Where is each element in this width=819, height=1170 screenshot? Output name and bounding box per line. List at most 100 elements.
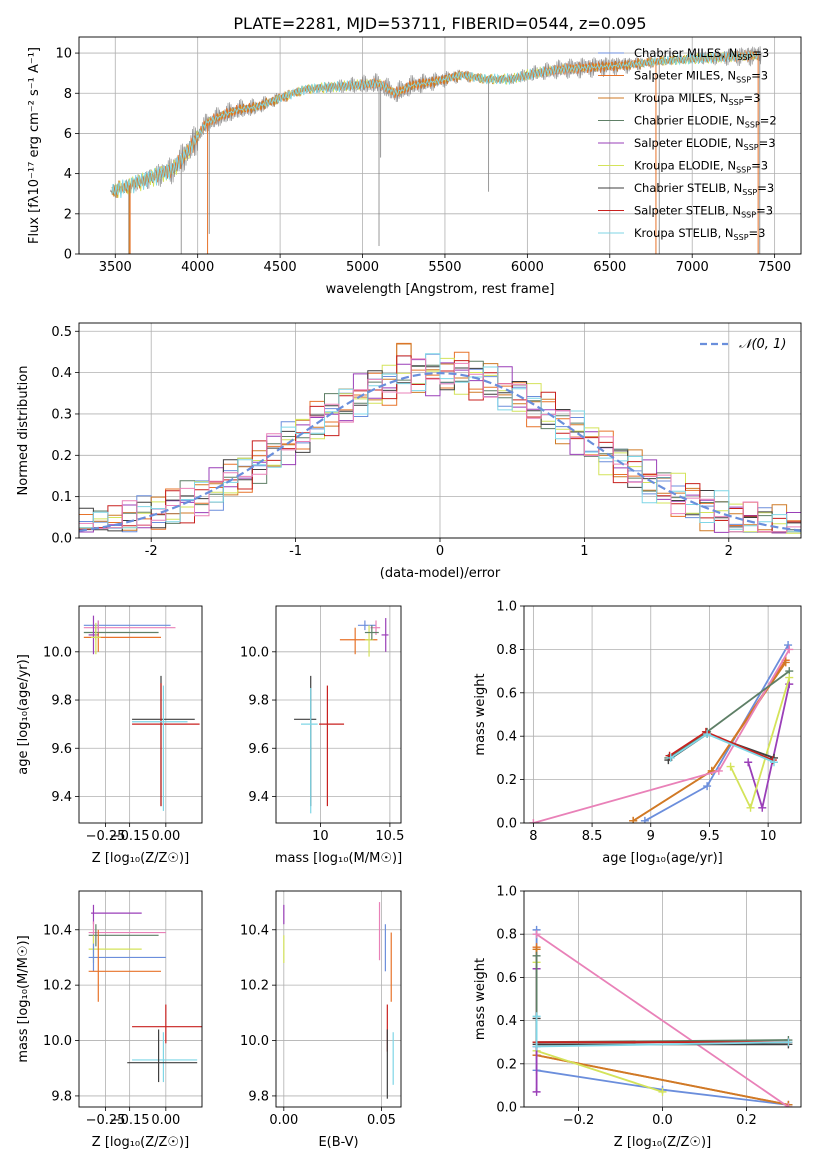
weight-marker (703, 730, 712, 739)
weight-marker (784, 1038, 793, 1047)
age_vs_mass-axes: 10 10.5 9.4 9.6 9.8 10.0 mass [log₁₀(M/M☉)] (240, 606, 404, 866)
spectrum-frame (78, 36, 802, 255)
weight-marker (666, 753, 675, 762)
y-axis-label: Normed distribution (16, 366, 31, 496)
errorbar-point (294, 675, 317, 807)
figure-title: PLATE=2281, MJD=53711, FIBERID=0544, z=0… (233, 14, 646, 33)
residual_hist-plot-area (79, 342, 801, 538)
y-tick-label: 10 (55, 47, 72, 62)
weight-marker (629, 816, 638, 823)
x-axis-label: mass [log₁₀(M/M☉)] (275, 851, 402, 866)
weight-marker (784, 1103, 793, 1107)
x-tick-label: 1 (580, 544, 588, 559)
x-tick-label: 9 (647, 829, 655, 844)
weight-marker (532, 1012, 541, 1021)
weight-series-line (729, 677, 791, 811)
errorbar-point (132, 1032, 198, 1083)
x-tick-label: 7000 (676, 260, 709, 275)
x-tick-label: 7500 (758, 260, 791, 275)
y-tick-label: 1.0 (496, 885, 517, 900)
x-axis-label: wavelength [Angstrom, rest frame] (326, 282, 555, 297)
errorbar-point (88, 615, 99, 655)
x-tick-label: −0.2 (563, 1113, 595, 1128)
y-tick-label: 0.4 (496, 1014, 517, 1029)
weight-marker (758, 803, 767, 812)
x-axis-label: Z [log₁₀(Z/Z☉)] (92, 851, 189, 866)
y-tick-label: 0.2 (496, 1057, 517, 1072)
x-axis-label: Z [log₁₀(Z/Z☉)] (92, 1135, 189, 1150)
y-tick-label: 0.2 (496, 773, 517, 788)
y-tick-label: 10.4 (240, 923, 269, 938)
hist-step-line (79, 358, 801, 538)
weight-marker (532, 930, 541, 939)
weight-marker (532, 951, 541, 960)
errorbar-point (88, 921, 166, 944)
x-tick-label: −0.25 (86, 1113, 126, 1128)
y-tick-label: 6 (64, 127, 72, 142)
weight-series-line (644, 644, 789, 822)
weight_vs_age-axes: 8 8.5 9 9.5 10 0.0 0.2 0.4 0.6 0.8 1.0 age [log₁₀(a… (473, 600, 801, 866)
x-tick-label: 0.05 (367, 1113, 396, 1128)
errorbar-point (319, 685, 345, 807)
errorbar-point (132, 685, 188, 811)
x-tick-label: 5500 (428, 260, 461, 275)
age_vs_z-frame (78, 605, 203, 824)
y-axis-label: mass weight (473, 673, 488, 755)
legend-entry: Salpeter MILES, NSSP=3 (634, 69, 768, 85)
x-tick-label: −0.25 (86, 829, 126, 844)
spectrum-plot-area (110, 46, 762, 254)
mass_vs_ebv-frame (275, 890, 402, 1108)
y-tick-label: 0.2 (51, 449, 72, 464)
errorbar-point (83, 620, 171, 631)
legend-entry: Chabrier MILES, NSSP=3 (634, 46, 769, 62)
spectrum-model-line (111, 51, 759, 198)
y-tick-label: 0.0 (51, 532, 72, 547)
y-tick-label: 9.4 (248, 790, 269, 805)
x-tick-label: 10.5 (375, 829, 404, 844)
y-tick-label: 0.8 (496, 643, 517, 658)
y-tick-label: 0.4 (496, 730, 517, 745)
y-tick-label: 9.8 (51, 1089, 72, 1104)
mass_vs_z-frame (78, 890, 203, 1108)
errorbar-point (132, 1004, 202, 1044)
y-tick-label: 2 (64, 207, 72, 222)
y-axis-label: mass weight (473, 958, 488, 1040)
spectrum-axes: 3500 4000 4500 5000 5500 6000 6500 7000 7500 0 2 4 6… (27, 37, 801, 297)
weight-marker (784, 641, 793, 650)
weight_vs_age-plot-area (529, 641, 794, 823)
weight-marker (785, 673, 794, 682)
weight-marker (640, 816, 649, 823)
x-tick-label: 0.00 (269, 1113, 298, 1128)
spectrum-legend: Chabrier MILES, NSSP=3 Salpeter MILES, NS… (598, 46, 777, 242)
y-tick-label: 0.0 (496, 1101, 517, 1116)
errorbar-point (88, 929, 161, 1002)
legend-entry: Salpeter ELODIE, NSSP=3 (634, 136, 776, 152)
weight_vs_z-frame (523, 890, 802, 1108)
x-axis-label: age [log₁₀(age/yr)] (602, 851, 723, 866)
x-tick-label: −0.15 (110, 829, 150, 844)
errorbar-point (364, 625, 379, 640)
errorbar-point (91, 622, 101, 655)
weight_vs_z-plot-area (532, 925, 793, 1107)
age_vs_mass-plot-area (294, 618, 389, 814)
age_vs_mass-frame (275, 605, 402, 824)
y-tick-label: 9.6 (51, 742, 72, 757)
x-tick-label: -1 (289, 544, 302, 559)
y-tick-label: 9.6 (248, 742, 269, 757)
y-tick-label: 0.6 (496, 686, 517, 701)
mass_vs_ebv-plot-area (283, 902, 394, 1099)
legend-entry: Salpeter STELIB, NSSP=3 (634, 204, 773, 220)
y-tick-label: 10.0 (240, 645, 269, 660)
x-tick-label: 0.0 (652, 1113, 673, 1128)
x-tick-label: 0 (436, 544, 444, 559)
x-tick-label: 4000 (181, 260, 214, 275)
age_vs_z-plot-area (83, 615, 200, 811)
x-tick-label: 0.2 (736, 1113, 757, 1128)
x-tick-label: −0.15 (110, 1113, 150, 1128)
x-tick-label: 10 (760, 829, 777, 844)
weight_vs_z-axes: −0.2 0.0 0.2 0.0 0.2 0.4 0.6 0.8 1.0 Z [log₁₀(Z/Z… (473, 885, 801, 1150)
y-tick-label: 10.0 (43, 645, 72, 660)
y-tick-label: 10.0 (240, 1034, 269, 1049)
x-tick-label: -2 (145, 544, 158, 559)
errorbar-point (301, 687, 318, 814)
